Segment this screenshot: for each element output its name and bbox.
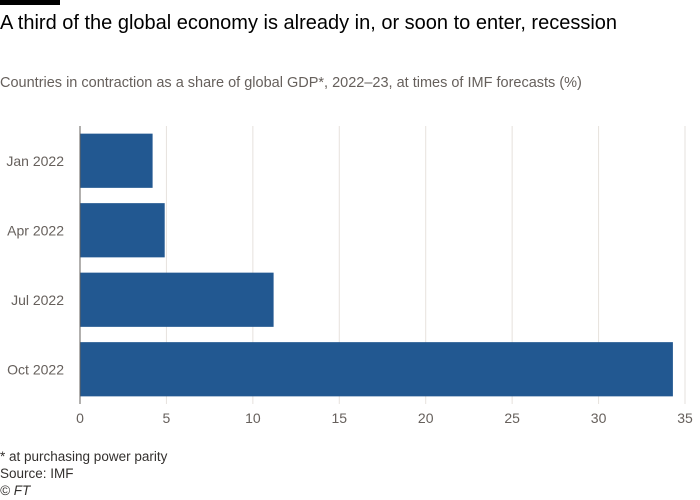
x-tick-label: 0 <box>76 410 84 426</box>
x-tick-label: 5 <box>163 410 171 426</box>
x-tick-label: 15 <box>331 410 347 426</box>
bar-jan-2022 <box>80 133 153 188</box>
y-tick-label: Jul 2022 <box>11 292 64 308</box>
y-tick-label: Oct 2022 <box>7 361 64 377</box>
bar-chart: Jan 2022 Apr 2022 Jul 2022 Oct 2022 0 5 10 15 20… <box>6 126 693 426</box>
bar-jul-2022 <box>80 272 274 327</box>
bar-oct-2022 <box>80 342 673 397</box>
footnote-ppp: * at purchasing power parity <box>0 449 168 464</box>
footnotes: * at purchasing power parity Source: IMF… <box>0 448 167 499</box>
chart-title: A third of the global economy is already… <box>0 12 618 34</box>
x-tick-label: 35 <box>677 410 693 426</box>
source-note: Source: IMF <box>0 466 74 481</box>
x-tick-label: 10 <box>245 410 261 426</box>
y-tick-label: Jan 2022 <box>6 153 64 169</box>
top-rule <box>0 0 60 5</box>
x-tick-label: 25 <box>504 410 520 426</box>
chart-subtitle: Countries in contraction as a share of g… <box>0 75 582 91</box>
bar-apr-2022 <box>80 203 165 258</box>
y-tick-label: Apr 2022 <box>7 222 64 238</box>
copyright: © FT <box>0 483 31 498</box>
x-tick-label: 20 <box>418 410 434 426</box>
x-tick-label: 30 <box>591 410 607 426</box>
